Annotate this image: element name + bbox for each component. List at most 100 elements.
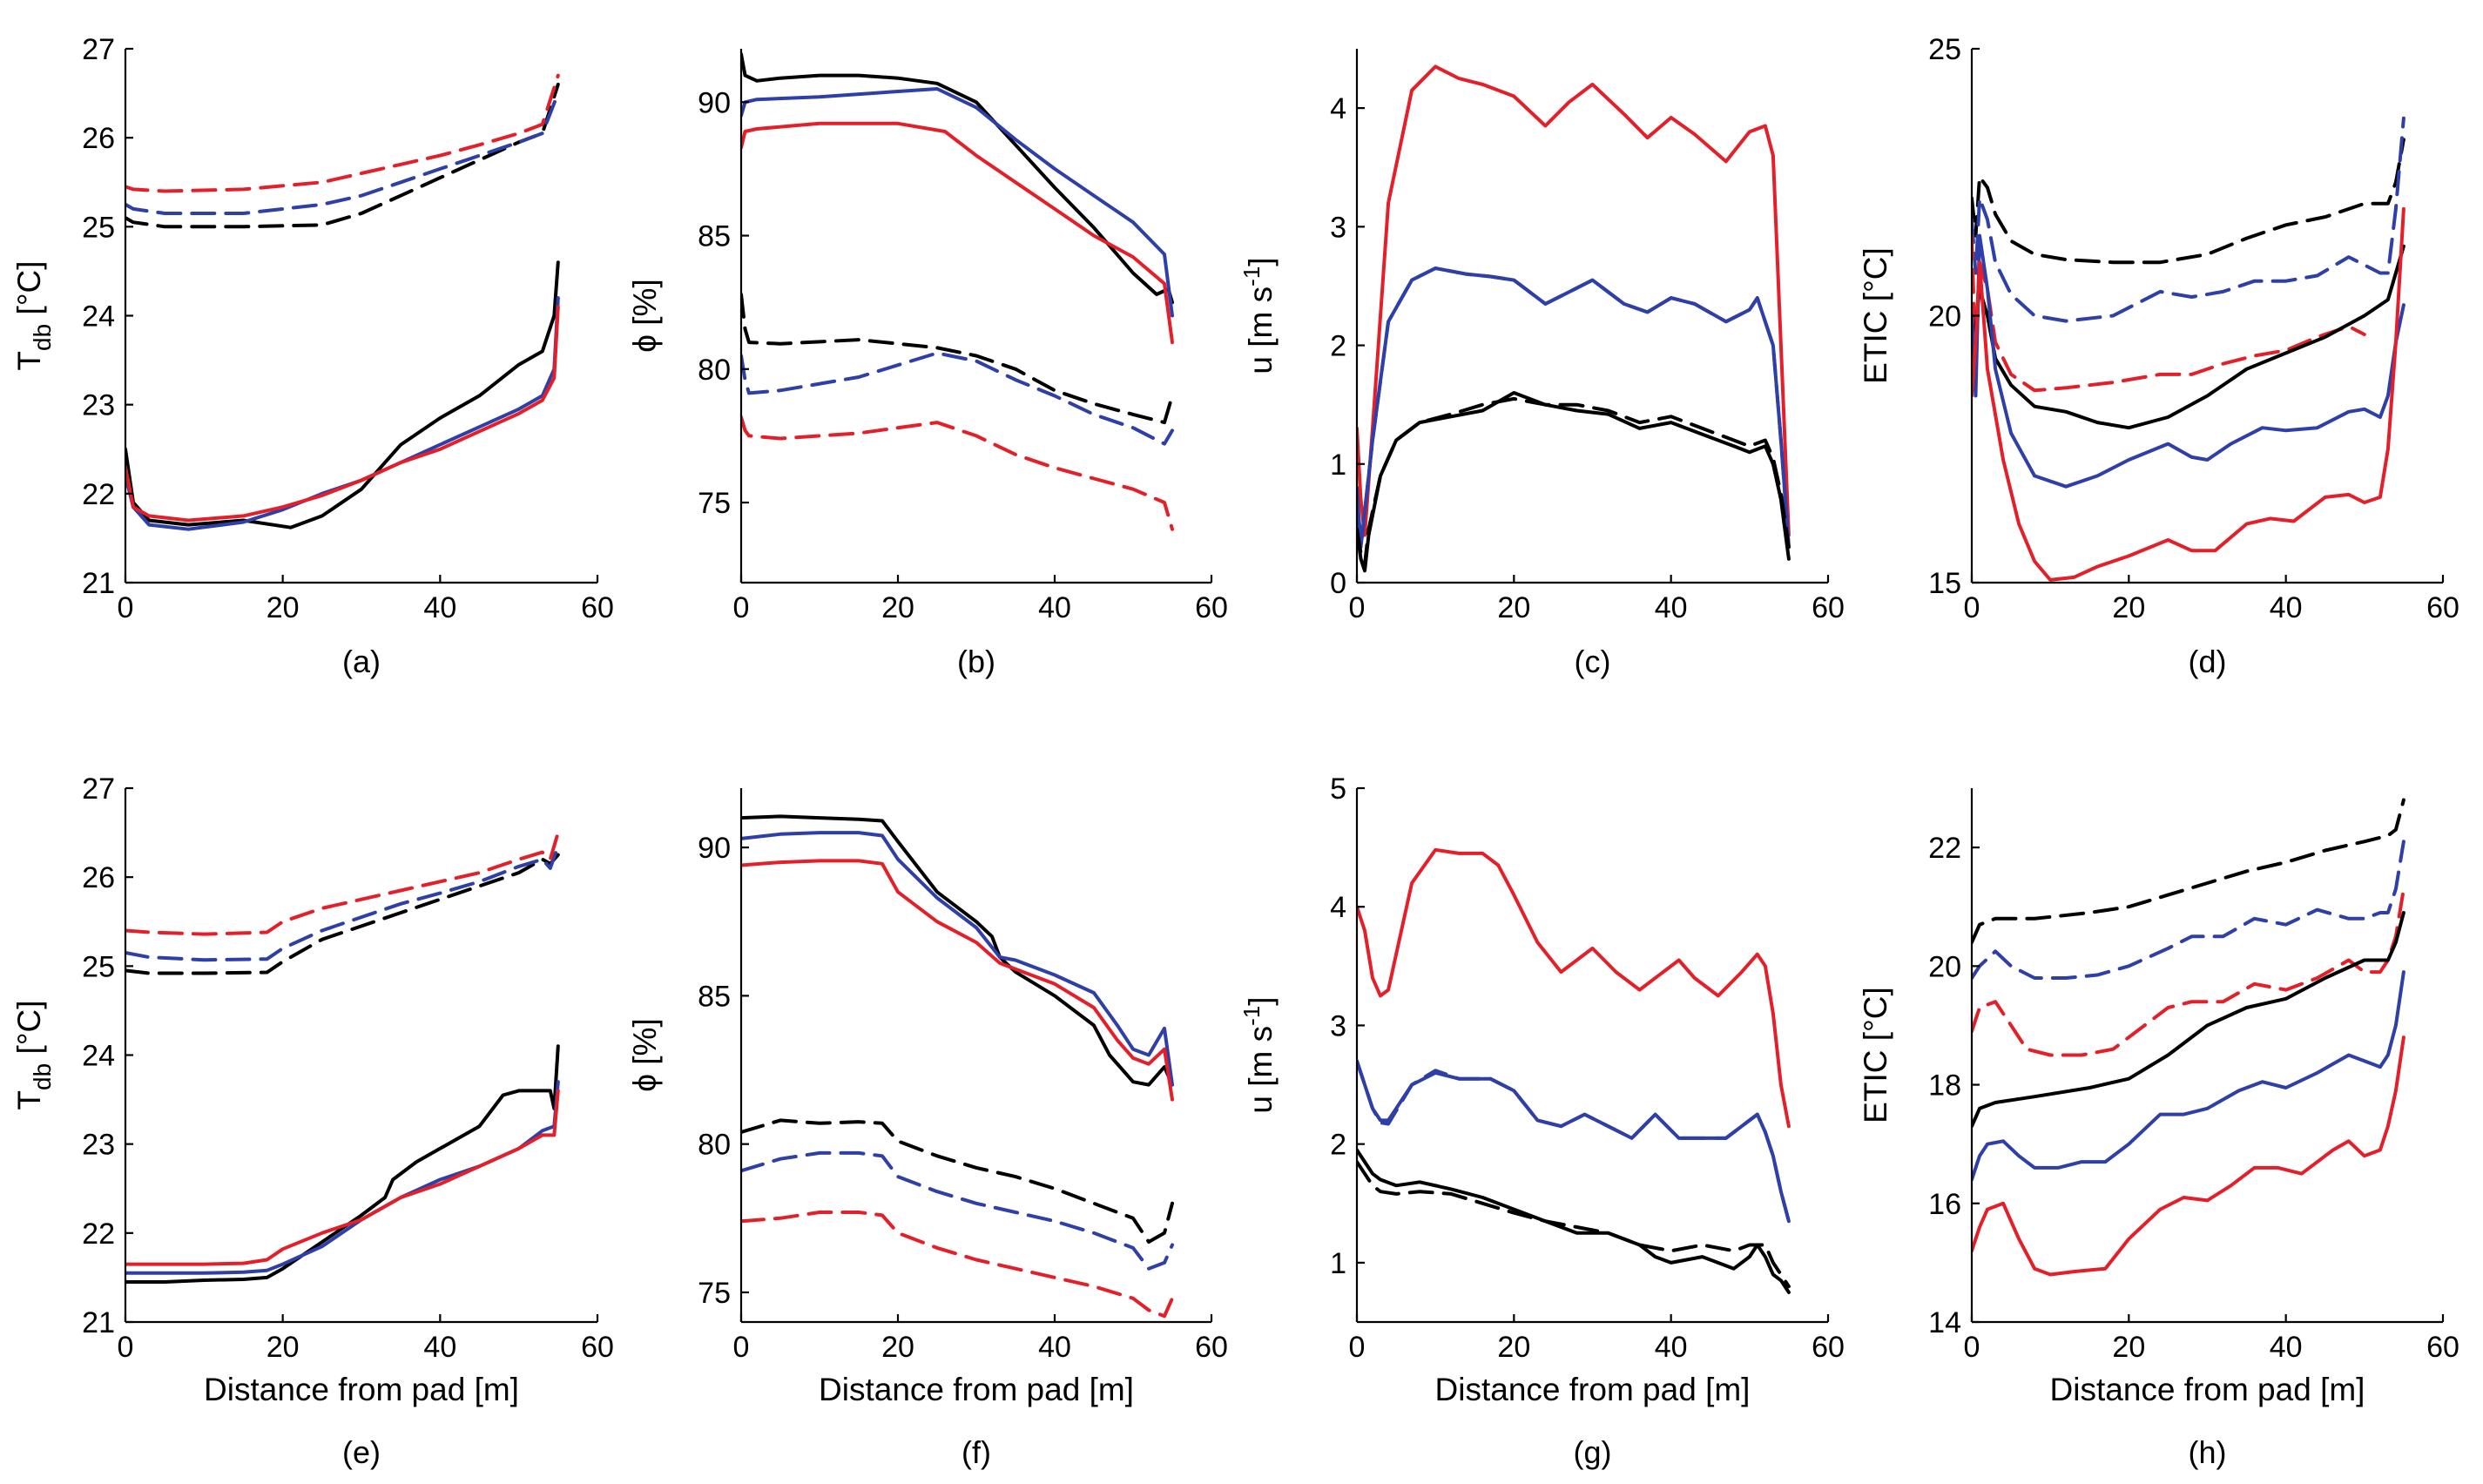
y-tick-label: 1	[1330, 1247, 1346, 1280]
x-tick-label: 0	[118, 1331, 134, 1364]
x-tick-label: 60	[1195, 591, 1228, 624]
y-label-rest: [°C]	[11, 260, 47, 323]
y-axis-label: Tdb [°C]	[11, 260, 56, 370]
y-tick-label: 80	[698, 1129, 731, 1162]
y-tick-label: 16	[1928, 1188, 1961, 1221]
x-axis-label: Distance from pad [m]	[819, 1372, 1134, 1407]
y-label-main: T	[11, 351, 47, 371]
y-tick-label: 27	[82, 33, 115, 66]
x-tick-label: 60	[1812, 1331, 1845, 1364]
x-tick-label: 0	[733, 591, 750, 624]
x-tick-label: 0	[1349, 591, 1366, 624]
y-tick-label: 25	[82, 950, 115, 983]
y-tick-label: 75	[698, 1277, 731, 1310]
series-black-dashed	[1972, 138, 2405, 265]
series-red-solid	[1972, 1035, 2405, 1277]
series-black-dashed	[741, 1118, 1174, 1244]
panel-d: 0 20 40 60 15 20 25 ETIC [°C] (d)	[1858, 33, 2459, 679]
series-black-dashed	[1357, 396, 1791, 567]
series-blue-solid	[1972, 970, 2405, 1182]
x-tick-label: 40	[2270, 591, 2303, 624]
y-tick-label: 26	[82, 122, 115, 155]
series-blue-dashed	[1357, 1059, 1791, 1224]
series-red-dashed	[741, 415, 1174, 531]
panel-label: (e)	[342, 1434, 381, 1470]
series-blue-dashed	[741, 1150, 1174, 1271]
series-blue-dashed	[1972, 840, 2405, 980]
y-tick-label: 22	[1928, 832, 1961, 865]
x-tick-label: 20	[267, 591, 300, 624]
series-red-dashed	[125, 73, 560, 193]
y-tick-label: 85	[698, 220, 731, 253]
y-label-main: ETIC [°C]	[1858, 247, 1893, 384]
y-tick-label: 2	[1330, 1129, 1346, 1162]
y-tick-label: 0	[1330, 567, 1346, 600]
y-tick-label: 25	[82, 211, 115, 244]
panel-label: (f)	[961, 1434, 991, 1470]
y-tick-label: 23	[82, 389, 115, 422]
y-label-rest: ]	[1243, 996, 1279, 1005]
series-blue-solid	[741, 831, 1174, 1087]
y-tick-label: 4	[1330, 92, 1346, 125]
x-tick-label: 40	[1655, 1331, 1688, 1364]
series-red-dashed	[1972, 887, 2405, 1057]
x-tick-label: 40	[1038, 1331, 1071, 1364]
series-red-solid	[1357, 847, 1791, 1129]
panel-e: 0 20 40 60 21 22 23 24 25 26 27 Tdb [°C] Distance fr…	[11, 772, 614, 1470]
x-tick-label: 60	[2426, 591, 2459, 624]
panel-label: (b)	[957, 644, 995, 679]
series-red-solid	[125, 1089, 560, 1266]
series-blue-solid	[1972, 233, 2405, 489]
y-tick-label: 24	[82, 300, 115, 334]
x-axis-label: Distance from pad [m]	[1435, 1372, 1751, 1407]
series-blue-solid	[741, 87, 1174, 318]
series-blue-solid	[1357, 1059, 1791, 1224]
x-tick-label: 40	[1655, 591, 1688, 624]
y-tick-label: 15	[1928, 567, 1961, 600]
x-tick-label: 60	[581, 591, 614, 624]
y-tick-label: 1	[1330, 449, 1346, 482]
y-label-rest: [%]	[627, 279, 663, 334]
y-tick-label: 80	[698, 354, 731, 387]
series-black-solid	[1972, 911, 2405, 1129]
x-tick-label: 60	[2426, 1331, 2459, 1364]
series-blue-dashed	[125, 91, 560, 215]
series-black-solid	[1972, 244, 2405, 430]
x-tick-label: 0	[733, 1331, 750, 1364]
x-tick-label: 40	[2270, 1331, 2303, 1364]
panel-c: 0 20 40 60 0 1 2 3 4 u [m s-1] (c)	[1238, 49, 1845, 679]
panel-label: (h)	[2189, 1434, 2227, 1470]
y-label-sup: -1	[1238, 266, 1265, 287]
series-black-solid	[125, 1044, 560, 1284]
y-tick-label: 22	[82, 478, 115, 511]
y-tick-label: 3	[1330, 1009, 1346, 1042]
series-black-dashed	[741, 293, 1174, 425]
panel-label: (d)	[2189, 644, 2227, 679]
x-tick-label: 20	[881, 591, 914, 624]
x-tick-label: 60	[1195, 1331, 1228, 1364]
x-tick-label: 20	[2112, 1331, 2145, 1364]
y-tick-label: 90	[698, 86, 731, 119]
y-axis-label: ETIC [°C]	[1858, 247, 1893, 384]
series-red-dashed	[741, 1211, 1174, 1319]
panel-label: (c)	[1575, 644, 1611, 679]
series-black-dashed	[125, 853, 560, 975]
y-label-sub: db	[29, 1063, 56, 1090]
y-label-rest: ]	[1243, 257, 1279, 266]
y-tick-label: 3	[1330, 211, 1346, 244]
y-tick-label: 85	[698, 980, 731, 1013]
x-tick-label: 0	[1964, 1331, 1980, 1364]
x-tick-label: 40	[1038, 591, 1071, 624]
y-tick-label: 14	[1928, 1306, 1961, 1339]
x-tick-label: 0	[118, 591, 134, 624]
y-tick-label: 2	[1330, 330, 1346, 363]
panel-g: 0 20 40 60 1 2 3 4 5 u [m s-1] Distance from pad […	[1238, 772, 1845, 1470]
y-label-main: T	[11, 1090, 47, 1110]
y-label-main: ϕ	[627, 334, 663, 353]
y-axis-label: ϕ [%]	[627, 1018, 663, 1091]
series-blue-dashed	[1357, 266, 1791, 550]
panel-b: 0 20 40 60 75 80 85 90 ϕ [%] (b)	[627, 49, 1228, 679]
series-black-dashed	[125, 82, 560, 229]
x-tick-label: 40	[423, 1331, 456, 1364]
y-label-sup: -1	[1238, 1006, 1265, 1026]
